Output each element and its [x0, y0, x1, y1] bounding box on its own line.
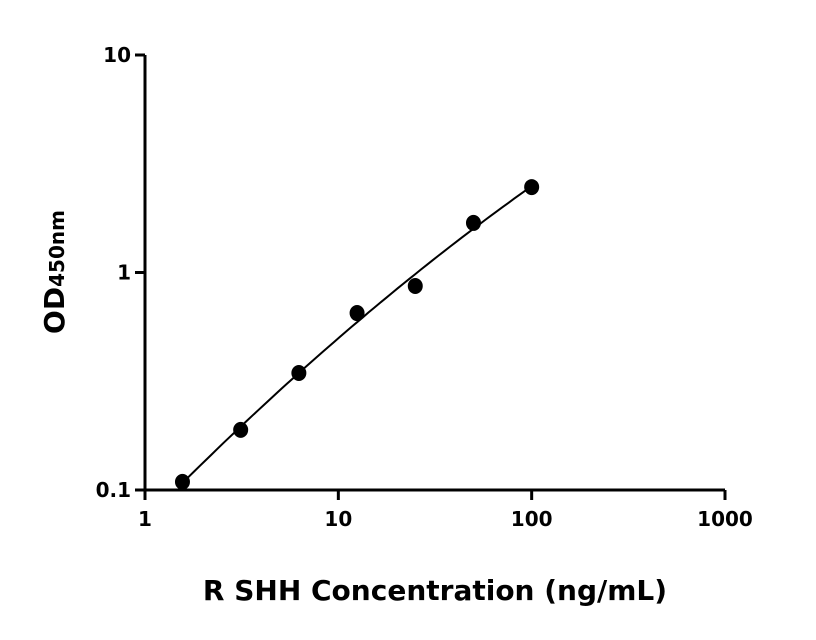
- y-axis-label-sub: 450nm: [45, 210, 69, 287]
- data-point: [407, 277, 423, 294]
- y-tick-label: 1: [117, 261, 131, 285]
- data-point: [174, 473, 190, 490]
- y-axis-label-main: OD: [38, 287, 71, 334]
- data-point: [524, 179, 540, 196]
- y-axis-label: OD450nm: [38, 210, 71, 334]
- x-tick-label: 10: [324, 507, 352, 531]
- x-tick-label: 1: [138, 507, 152, 531]
- data-points-layer: [174, 179, 540, 490]
- data-point: [349, 305, 365, 322]
- axes: 1 10 100 1000 0.1 1 10: [96, 43, 753, 531]
- data-point: [291, 365, 307, 382]
- x-tick-label: 100: [511, 507, 553, 531]
- data-point: [465, 214, 481, 231]
- fit-curve: [181, 185, 533, 484]
- data-point: [233, 421, 249, 438]
- x-axis-label: R SHH Concentration (ng/mL): [203, 574, 667, 607]
- y-tick-label: 0.1: [96, 478, 131, 502]
- fit-curve-layer: [181, 185, 533, 484]
- x-tick-label: 1000: [697, 507, 753, 531]
- y-tick-label: 10: [103, 43, 131, 67]
